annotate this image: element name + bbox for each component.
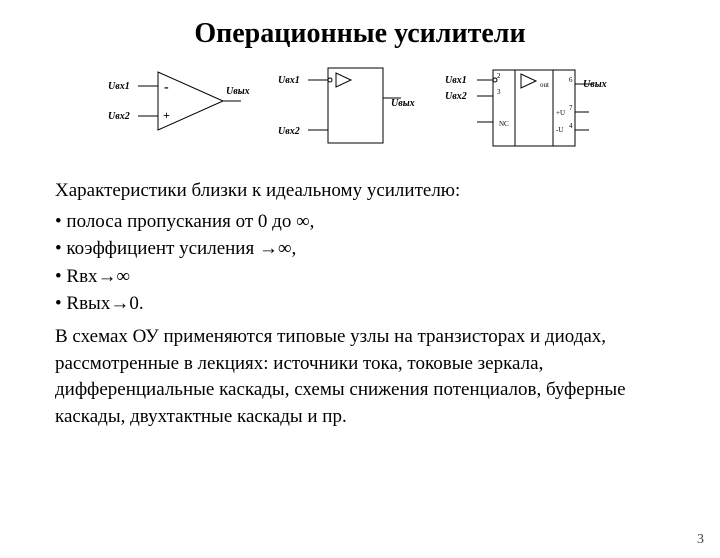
list-item: Rвх→∞ [69,264,665,291]
page-number: 3 [697,532,704,548]
d3-minusU: -U [556,126,563,134]
diagram-row: Uвх1 Uвх2 Uвых - + Uвх1 Uвх2 Uвых [0,58,720,158]
d1-label-out: Uвых [226,86,250,97]
d3-pin7: 7 [569,104,573,112]
diagram-opamp-rect: Uвх1 Uвх2 Uвых [278,58,423,153]
d3-pin6: 6 [569,76,573,84]
d2-label-out: Uвых [391,98,415,109]
d1-label-in2: Uвх2 [108,111,130,122]
list-item: коэффициент усиления →∞, [69,236,665,263]
d3-pin4: 4 [569,122,573,130]
d3-label-in1: Uвх1 [445,75,467,86]
d3-nc: NC [499,120,509,128]
lead-line: Характеристики близки к идеальному усили… [55,178,665,205]
bullet-list: полоса пропускания от 0 до ∞, коэффициен… [55,209,665,318]
paragraph: В схемах ОУ применяются типовые узлы на … [55,324,665,430]
d3-label-in2: Uвх2 [445,91,467,102]
content-block: Характеристики близки к идеальному усили… [0,178,720,430]
d3-label-outr: Uвых [583,79,607,90]
d3-pin3: 3 [497,88,501,96]
d3-plusU: +U [556,109,565,117]
d2-label-in1: Uвх1 [278,75,300,86]
list-item: Rвых→0. [69,291,665,318]
d1-minus: - [164,80,169,95]
d2-label-in2: Uвх2 [278,126,300,137]
d1-label-in1: Uвх1 [108,81,130,92]
d3-out: out [540,81,549,89]
d3-pin2: 2 [497,72,501,80]
diagram-opamp-triangle: Uвх1 Uвх2 Uвых - + [108,58,258,148]
page-title: Операционные усилители [0,18,720,50]
list-item: полоса пропускания от 0 до ∞, [69,209,665,236]
diagram-opamp-ic: 2 3 6 7 4 NC out +U -U Uвх1 Uвх2 Uвых [443,58,613,158]
d1-plus: + [163,108,170,122]
